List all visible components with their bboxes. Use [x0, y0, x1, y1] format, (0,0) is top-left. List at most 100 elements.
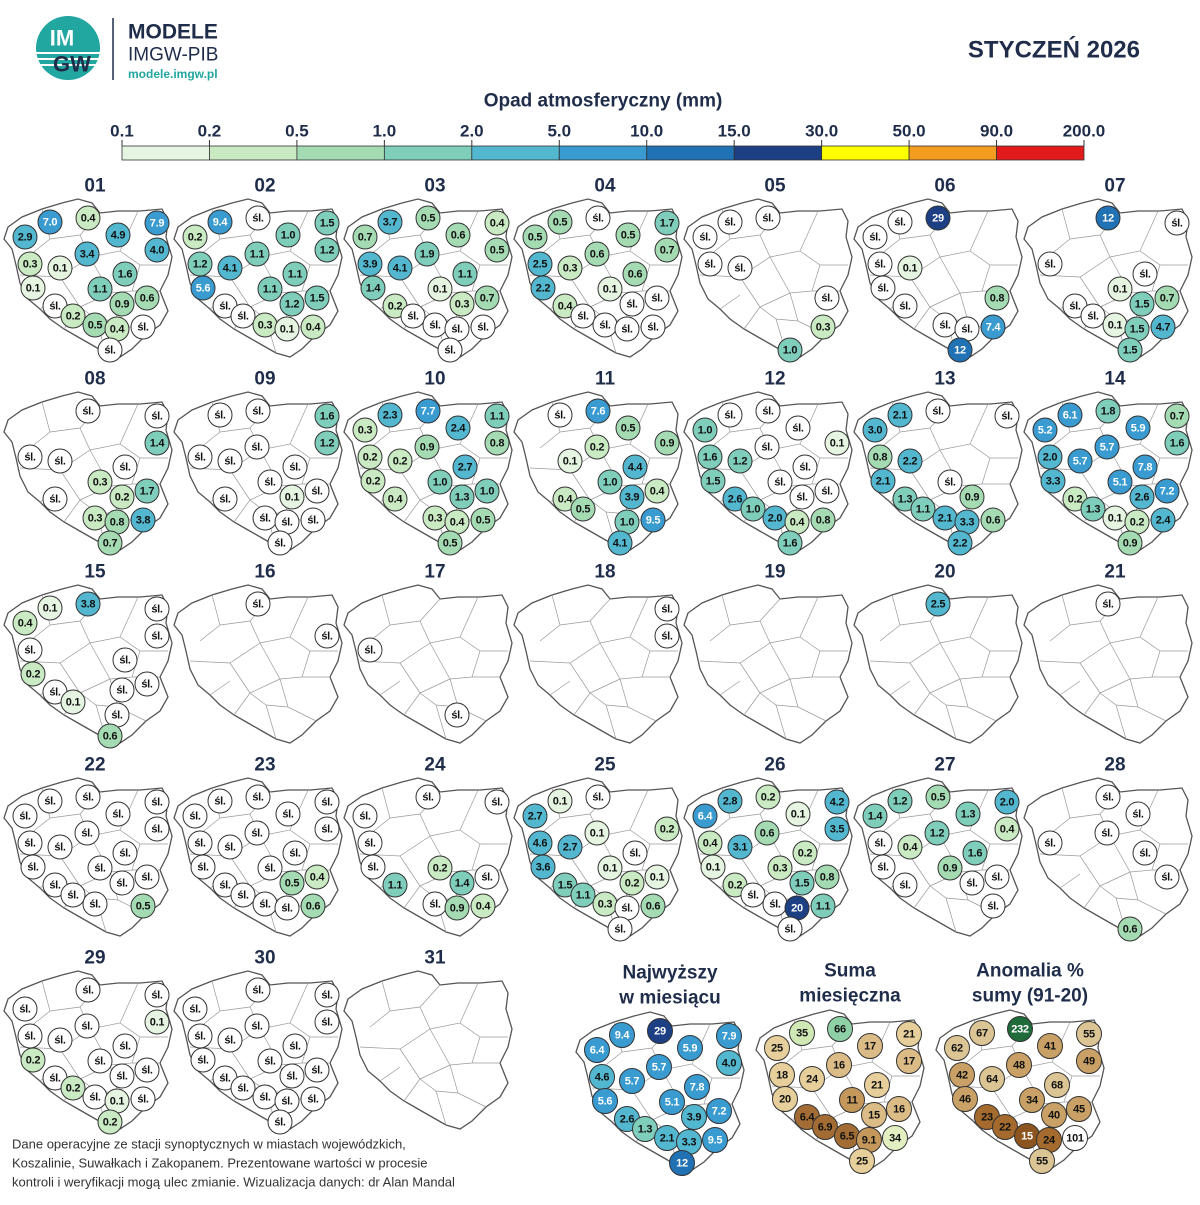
- station-value: śl.: [724, 217, 736, 229]
- station-value: 40: [1048, 1110, 1060, 1122]
- station-circle: [245, 591, 271, 617]
- station-circle: [740, 496, 766, 522]
- station-value: 0.2: [188, 232, 203, 244]
- station-value: śl.: [724, 410, 736, 422]
- station-circle: [274, 895, 300, 921]
- station-circle: [314, 430, 340, 456]
- station-value: 1.2: [733, 456, 748, 468]
- station-circle: [755, 205, 781, 231]
- station-value: 42: [956, 1070, 968, 1082]
- station-circle: [244, 434, 270, 460]
- day-map: 03 3.7 0.5 0.4 0.7 0.6 0.5 1.9 3.9 4.1 1.1 1.4 0.1 0.…: [343, 176, 513, 363]
- legend-title: Opad atmosferyczny (mm): [484, 91, 723, 112]
- station-circle: [864, 1072, 890, 1098]
- station-circle: [619, 870, 645, 896]
- station-value: 2.6: [620, 1114, 635, 1126]
- station-circle: [681, 1104, 707, 1130]
- station-circle: [130, 893, 156, 919]
- station-value: 0.5: [443, 538, 458, 550]
- station-circle: [60, 689, 86, 715]
- summary-title: miesięczna: [799, 986, 901, 1007]
- station-circle: [870, 275, 896, 301]
- station-circle: [47, 1027, 73, 1053]
- station-value: 4.1: [613, 538, 628, 550]
- station-circle: [619, 484, 645, 510]
- station-value: 0.1: [650, 872, 665, 884]
- station-value: 2.7: [458, 462, 473, 474]
- station-circle: [144, 623, 170, 649]
- station-value: 1.2: [320, 245, 335, 257]
- station-value: 0.5: [931, 792, 946, 804]
- station-circle: [896, 1048, 922, 1074]
- station-value: 1.0: [603, 477, 618, 489]
- station-value: 6.1: [1063, 410, 1078, 422]
- station-circle: [97, 723, 123, 749]
- station-value: śl.: [367, 862, 379, 874]
- station-value: śl.: [54, 842, 66, 854]
- station-circle: [925, 205, 951, 231]
- station-circle: [37, 595, 63, 621]
- station-value: śl.: [24, 645, 36, 657]
- station-value: 4.6: [595, 1072, 610, 1084]
- station-circle: [314, 210, 340, 236]
- station-circle: [20, 854, 46, 880]
- station-circle: [314, 403, 340, 429]
- station-value: śl.: [281, 517, 293, 529]
- station-circle: [212, 486, 238, 512]
- station-value: śl.: [661, 604, 673, 616]
- station-value: śl.: [877, 862, 889, 874]
- station-circle: [557, 255, 583, 281]
- station-circle: [887, 402, 913, 428]
- station-circle: [360, 854, 386, 880]
- station-circle: [245, 205, 271, 231]
- station-circle: [607, 530, 633, 556]
- station-circle: [777, 916, 803, 942]
- station-circle: [937, 469, 963, 495]
- station-circle: [654, 816, 680, 842]
- station-circle: [597, 276, 623, 302]
- station-value: 0.2: [388, 301, 403, 313]
- station-value: śl.: [899, 880, 911, 892]
- station-value: 1.6: [968, 848, 983, 860]
- station-circle: [615, 222, 641, 248]
- station-value: 2.2: [953, 538, 968, 550]
- station-value: 6.4: [698, 811, 714, 823]
- map-outline: [343, 584, 513, 744]
- station-value: 29: [932, 213, 944, 225]
- station-circle: [754, 434, 780, 460]
- station-value: 35: [796, 1028, 808, 1040]
- station-circle: [777, 337, 803, 363]
- station-circle: [647, 1018, 673, 1044]
- day-label: 05: [764, 176, 786, 197]
- station-value: 0.9: [115, 299, 130, 311]
- station-value: 0.3: [23, 259, 38, 271]
- station-circle: [60, 1075, 86, 1101]
- station-circle: [484, 430, 510, 456]
- station-circle: [134, 478, 160, 504]
- station-value: śl.: [647, 322, 659, 334]
- station-circle: [1154, 285, 1180, 311]
- maps: 01 7.0 0.4 7.9 2.9 4.9 4.0 3.4 0.3 0.1 1.6 0.1 1.1 0.…: [3, 176, 1193, 1176]
- station-circle: [74, 820, 100, 846]
- station-circle: [182, 224, 208, 250]
- station-value: śl.: [119, 655, 131, 667]
- station-value: 1.4: [150, 438, 166, 450]
- station-circle: [622, 261, 648, 287]
- station-value: 12: [1102, 213, 1114, 225]
- station-circle: [692, 803, 718, 829]
- station-circle: [1007, 1016, 1033, 1042]
- station-circle: [557, 834, 583, 860]
- station-value: 0.2: [798, 848, 813, 860]
- station-value: śl.: [214, 410, 226, 422]
- station-circle: [994, 403, 1020, 429]
- station-circle: [282, 454, 308, 480]
- station-value: 1.2: [285, 299, 300, 311]
- station-value: śl.: [281, 1096, 293, 1108]
- station-value: śl.: [899, 301, 911, 313]
- station-value: 2.8: [723, 796, 738, 808]
- station-circle: [244, 241, 270, 267]
- station-circle: [134, 671, 160, 697]
- station-circle: [300, 893, 326, 919]
- station-circle: [677, 1035, 703, 1061]
- station-circle: [824, 789, 850, 815]
